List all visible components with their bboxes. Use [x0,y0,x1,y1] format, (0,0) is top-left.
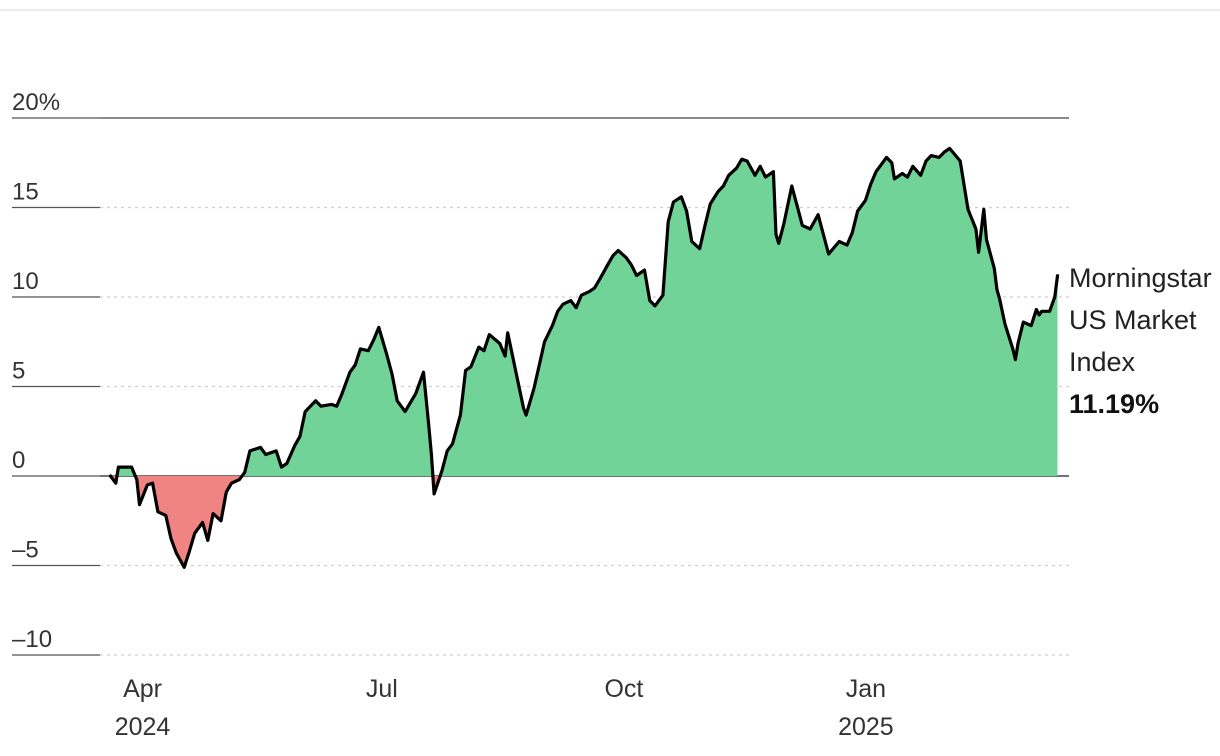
x-tick-label: Jul [366,675,398,703]
y-tick-label: 15 [12,179,39,206]
x-tick-label: Apr [123,675,162,703]
legend-label-line-2: US Market [1069,305,1197,335]
x-tick-sublabel: 2024 [115,713,171,741]
y-tick-label: 10 [12,268,39,295]
final-value-label: 11.19% [1069,389,1159,419]
negative-area [135,476,242,568]
x-axis-ticks: Apr 2024 Jul Oct Jan 2025 [115,675,894,741]
y-tick-label: –5 [12,537,39,564]
positive-area [242,327,433,476]
y-tick-label: 20% [12,89,60,116]
y-tick-label: –10 [12,626,52,653]
x-tick-label: Oct [604,675,643,703]
positive-area [440,148,1058,476]
y-axis-ticks: 20% 15 10 5 0 –5 –10 [12,89,60,653]
legend-label-line-3: Index [1069,347,1136,377]
y-tick-label: 5 [12,358,25,385]
x-tick-label: Jan [846,675,886,703]
series-line [108,146,1060,569]
area-fills [110,148,1058,568]
legend-label-line-1: Morningstar [1069,263,1212,293]
series-lines [108,146,1060,569]
y-tick-label: 0 [12,447,25,474]
x-tick-sublabel: 2025 [838,713,894,741]
series-legend: Morningstar US Market Index 11.19% [1069,263,1212,419]
